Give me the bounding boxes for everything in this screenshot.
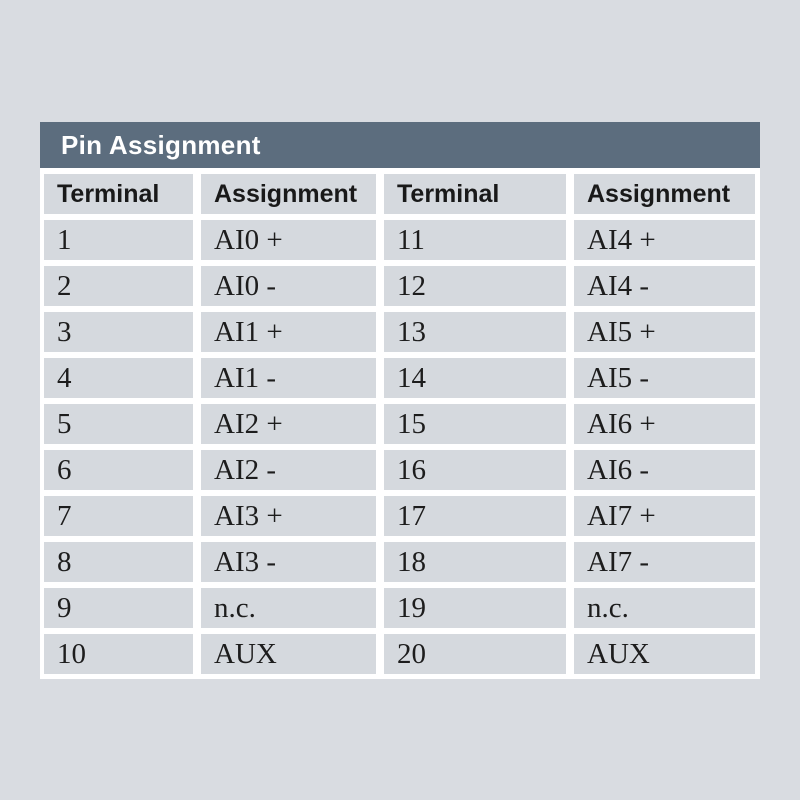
assignment-cell: n.c. xyxy=(574,588,755,628)
column-header: Terminal xyxy=(384,174,566,214)
terminal-cell: 15 xyxy=(384,404,566,444)
terminal-cell: 18 xyxy=(384,542,566,582)
assignment-cell: AI3 + xyxy=(201,496,376,536)
assignment-cell: AI2 - xyxy=(201,450,376,490)
assignment-cell: AI2 + xyxy=(201,404,376,444)
assignment-cell: AI7 - xyxy=(574,542,755,582)
terminal-cell: 17 xyxy=(384,496,566,536)
terminal-cell: 11 xyxy=(384,220,566,260)
terminal-cell: 3 xyxy=(44,312,193,352)
table-title: Pin Assignment xyxy=(61,129,261,160)
terminal-cell: 16 xyxy=(384,450,566,490)
assignment-cell: AI7 + xyxy=(574,496,755,536)
terminal-cell: 1 xyxy=(44,220,193,260)
terminal-cell: 2 xyxy=(44,266,193,306)
terminal-cell: 12 xyxy=(384,266,566,306)
assignment-cell: AUX xyxy=(574,634,755,674)
assignment-cell: AI6 + xyxy=(574,404,755,444)
terminal-cell: 10 xyxy=(44,634,193,674)
column-header: Assignment xyxy=(574,174,755,214)
pin-assignment-table: Pin Assignment Terminal Assignment Termina… xyxy=(40,122,760,679)
terminal-cell: 8 xyxy=(44,542,193,582)
terminal-cell: 5 xyxy=(44,404,193,444)
assignment-cell: AUX xyxy=(201,634,376,674)
terminal-cell: 6 xyxy=(44,450,193,490)
terminal-cell: 7 xyxy=(44,496,193,536)
column-header: Terminal xyxy=(44,174,193,214)
column-header: Assignment xyxy=(201,174,376,214)
table-grid: Terminal Assignment Terminal Assignment 1 AI0… xyxy=(40,168,760,679)
assignment-cell: AI5 - xyxy=(574,358,755,398)
assignment-cell: AI0 + xyxy=(201,220,376,260)
terminal-cell: 13 xyxy=(384,312,566,352)
terminal-cell: 9 xyxy=(44,588,193,628)
terminal-cell: 4 xyxy=(44,358,193,398)
assignment-cell: AI3 - xyxy=(201,542,376,582)
assignment-cell: AI6 - xyxy=(574,450,755,490)
assignment-cell: AI5 + xyxy=(574,312,755,352)
table-title-bar: Pin Assignment xyxy=(40,122,760,168)
terminal-cell: 14 xyxy=(384,358,566,398)
assignment-cell: AI1 - xyxy=(201,358,376,398)
assignment-cell: AI4 - xyxy=(574,266,755,306)
assignment-cell: AI4 + xyxy=(574,220,755,260)
terminal-cell: 19 xyxy=(384,588,566,628)
assignment-cell: n.c. xyxy=(201,588,376,628)
terminal-cell: 20 xyxy=(384,634,566,674)
assignment-cell: AI1 + xyxy=(201,312,376,352)
assignment-cell: AI0 - xyxy=(201,266,376,306)
